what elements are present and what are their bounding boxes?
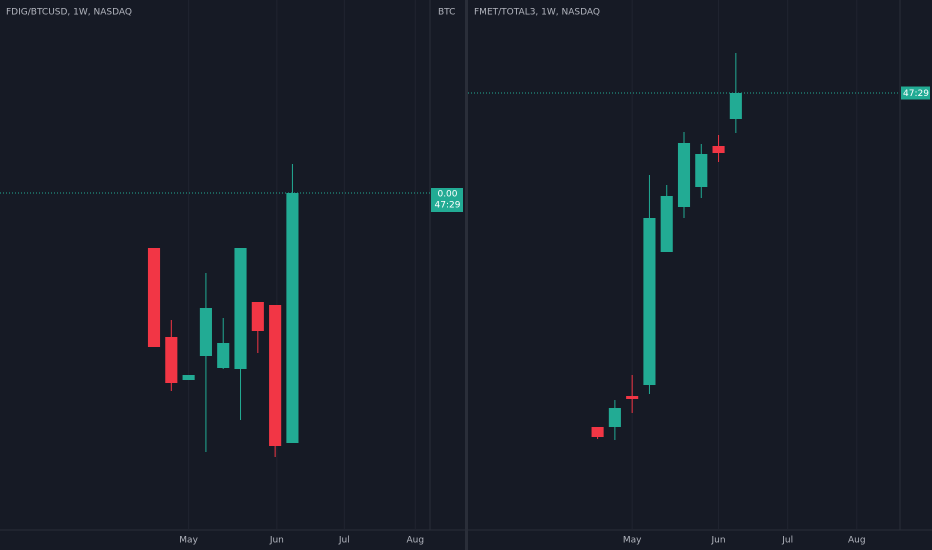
x-tick-label: Jul [781,536,793,546]
x-tick-label: Aug [848,536,866,546]
candle-body [591,427,604,437]
last-price-label: 0.00 [437,190,457,200]
candle-body [608,408,621,427]
chart-title: FDIG/BTCUSD, 1W, NASDAQ [6,8,132,18]
x-tick-label: Aug [407,536,425,546]
x-tick-label: Jul [338,536,350,546]
axis-unit: BTC [438,8,455,18]
candle-body [251,302,264,331]
countdown-label: 47:29 [903,89,929,99]
candle-body [729,93,742,119]
x-tick-label: Jun [711,536,726,546]
pane-divider [465,0,468,550]
x-tick-label: May [179,536,198,546]
candle-body [269,305,282,446]
chart-title: FMET/TOTAL3, 1W, NASDAQ [474,8,600,18]
candle-body [660,196,673,252]
candle-body [234,248,247,369]
candle-body [147,248,161,347]
candle-body [199,308,212,356]
candle-body [695,154,708,187]
x-tick-label: Jun [269,536,284,546]
candle-body [286,193,299,443]
x-tick-label: May [623,536,642,546]
price-label-box [431,188,463,212]
candle-body [643,218,656,385]
price-label-box [901,86,930,100]
candle-body [626,396,639,399]
candle-body [677,143,691,207]
countdown-label: 47:29 [435,201,461,211]
candle-body [217,343,230,368]
candle-body [182,375,195,380]
candle-body [712,146,725,153]
candle-body [165,337,178,383]
